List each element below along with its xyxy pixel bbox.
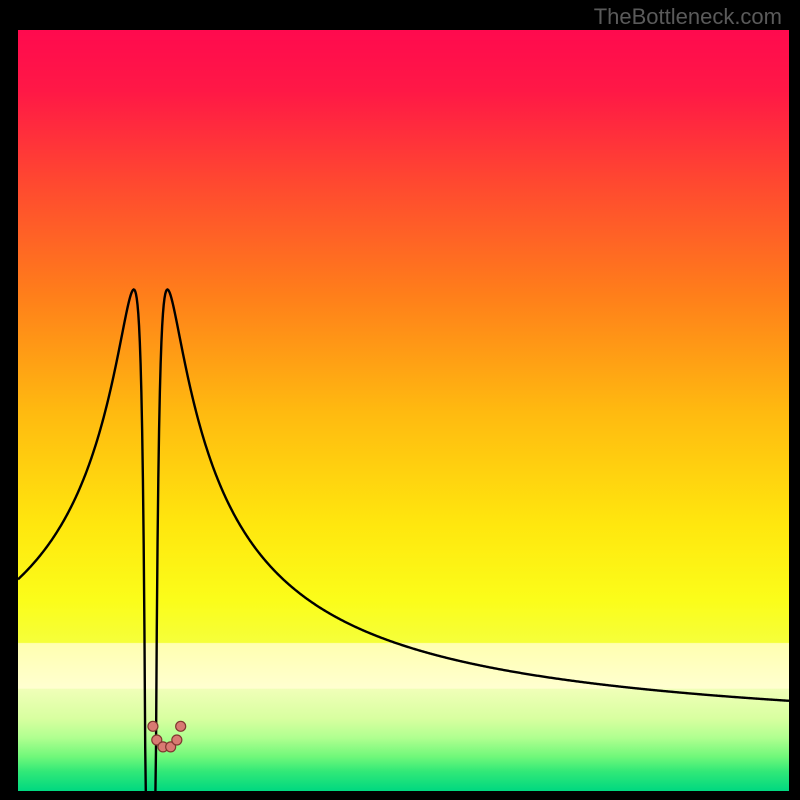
data-marker <box>148 721 158 731</box>
gradient-background <box>18 30 789 791</box>
chart-svg <box>18 30 789 791</box>
data-marker <box>172 735 182 745</box>
plot-area <box>18 30 789 791</box>
data-marker <box>176 721 186 731</box>
watermark-text: TheBottleneck.com <box>594 4 782 30</box>
